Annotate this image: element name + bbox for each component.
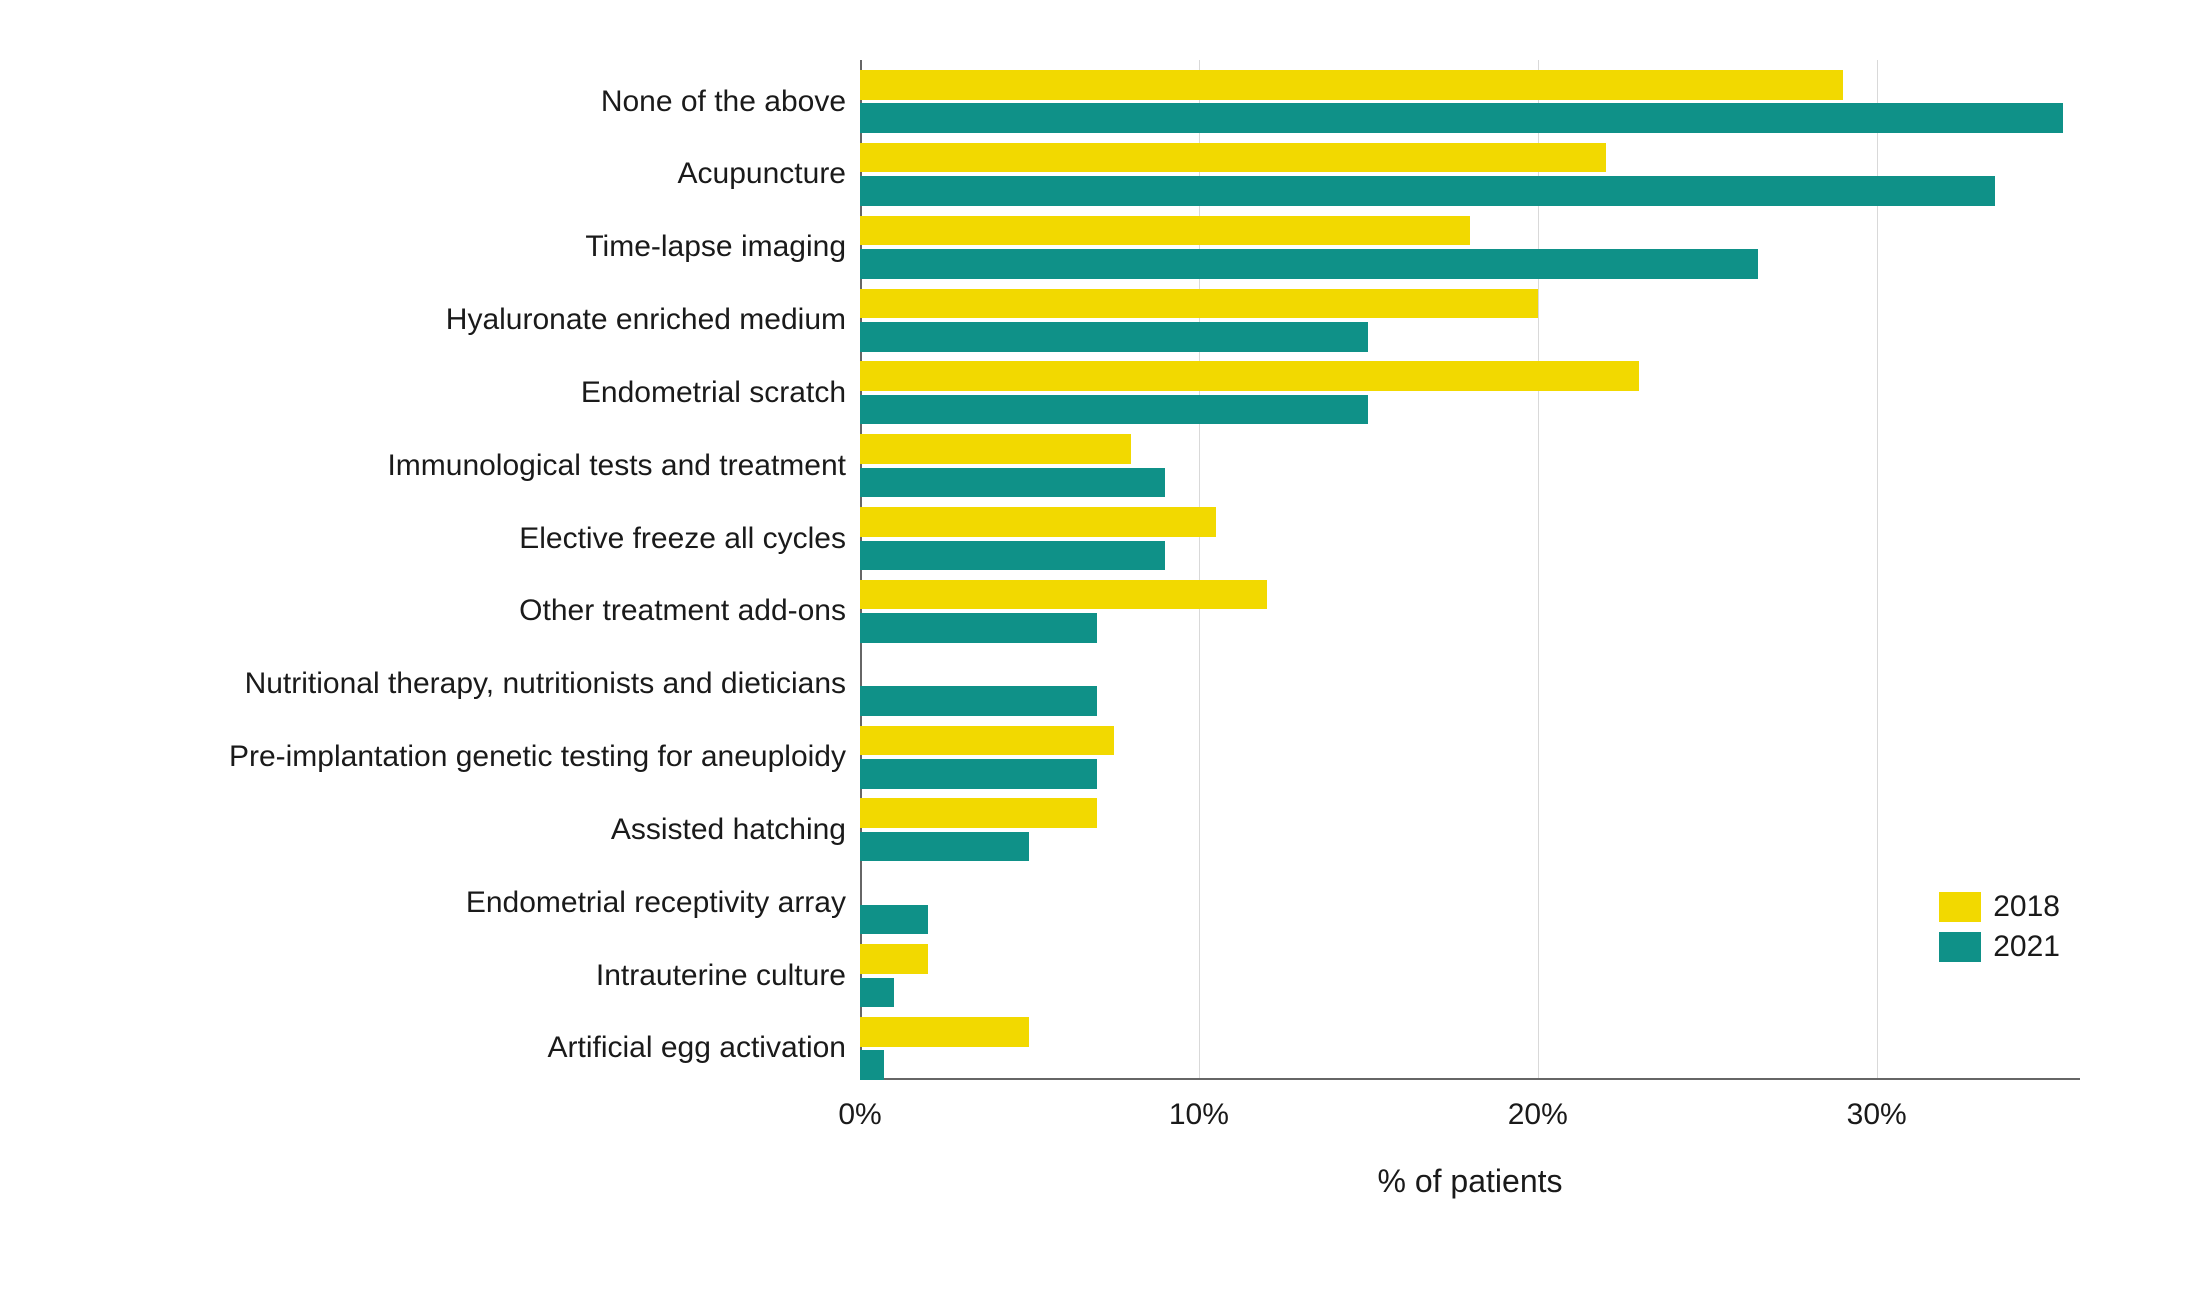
plot-region: 0%10%20%30%% of patientsNone of the abov… [860,60,2080,1080]
legend-item: 2021 [1939,930,2060,964]
category-label: None of the above [601,87,860,117]
bar [860,541,1165,571]
bar [860,905,928,935]
bar [860,944,928,974]
category-row: None of the above [860,70,2080,133]
legend-swatch [1939,892,1981,922]
category-row: Time-lapse imaging [860,216,2080,279]
legend-item: 2018 [1939,890,2060,924]
chart-area: 0% 10% 20% 30% % of patients None of the abov… [40,40,2120,1260]
category-row: Immunological tests and treatment [860,434,2080,497]
category-row: Pre-implantation genetic testing for ane… [860,726,2080,789]
category-label: Intrauterine culture [596,961,860,991]
bar [860,176,1995,206]
bar [860,434,1131,464]
bar [860,686,1097,716]
bar [860,507,1216,537]
bar [860,361,1639,391]
category-row: Acupuncture [860,143,2080,206]
x-tick-label: 30% [1847,1080,1907,1132]
x-tick-label: 0% [838,1080,881,1132]
bar [860,613,1097,643]
bar [860,395,1368,425]
bar [860,580,1267,610]
category-label: Other treatment add-ons [519,596,860,626]
bar [860,103,2063,133]
bar [860,216,1470,246]
category-label: Artificial egg activation [548,1033,860,1063]
x-axis-title: % of patients [1378,1163,1563,1200]
category-row: Assisted hatching [860,798,2080,861]
category-row: Endometrial scratch [860,361,2080,424]
bar [860,759,1097,789]
bar [860,289,1538,319]
bar [860,1050,884,1080]
bar [860,1017,1029,1047]
category-label: Endometrial receptivity array [466,888,860,918]
category-row: Nutritional therapy, nutritionists and d… [860,653,2080,716]
x-tick-label: 20% [1508,1080,1568,1132]
category-row: Other treatment add-ons [860,580,2080,643]
category-label: Time-lapse imaging [585,232,860,262]
category-label: Nutritional therapy, nutritionists and d… [245,669,860,699]
category-label: Elective freeze all cycles [519,524,860,554]
category-label: Pre-implantation genetic testing for ane… [229,742,860,772]
chart-container: 0% 10% 20% 30% % of patients None of the abov… [0,0,2200,1300]
legend: 2018 2021 [1939,890,2060,970]
category-row: Artificial egg activation [860,1017,2080,1080]
bar [860,322,1368,352]
category-row: Elective freeze all cycles [860,507,2080,570]
bar [860,143,1606,173]
category-row: Hyaluronate enriched medium [860,289,2080,352]
category-row: Intrauterine culture [860,944,2080,1007]
category-label: Hyaluronate enriched medium [446,305,860,335]
category-label: Acupuncture [678,159,860,189]
category-label: Endometrial scratch [581,378,860,408]
legend-label: 2021 [1993,930,2060,964]
category-label: Assisted hatching [611,815,860,845]
bar [860,978,894,1008]
x-tick-label: 10% [1169,1080,1229,1132]
bar [860,249,1758,279]
bar [860,70,1843,100]
bar [860,832,1029,862]
bar [860,798,1097,828]
legend-swatch [1939,932,1981,962]
bar [860,468,1165,498]
legend-label: 2018 [1993,890,2060,924]
bar [860,726,1114,756]
category-label: Immunological tests and treatment [387,451,860,481]
category-row: Endometrial receptivity array [860,871,2080,934]
